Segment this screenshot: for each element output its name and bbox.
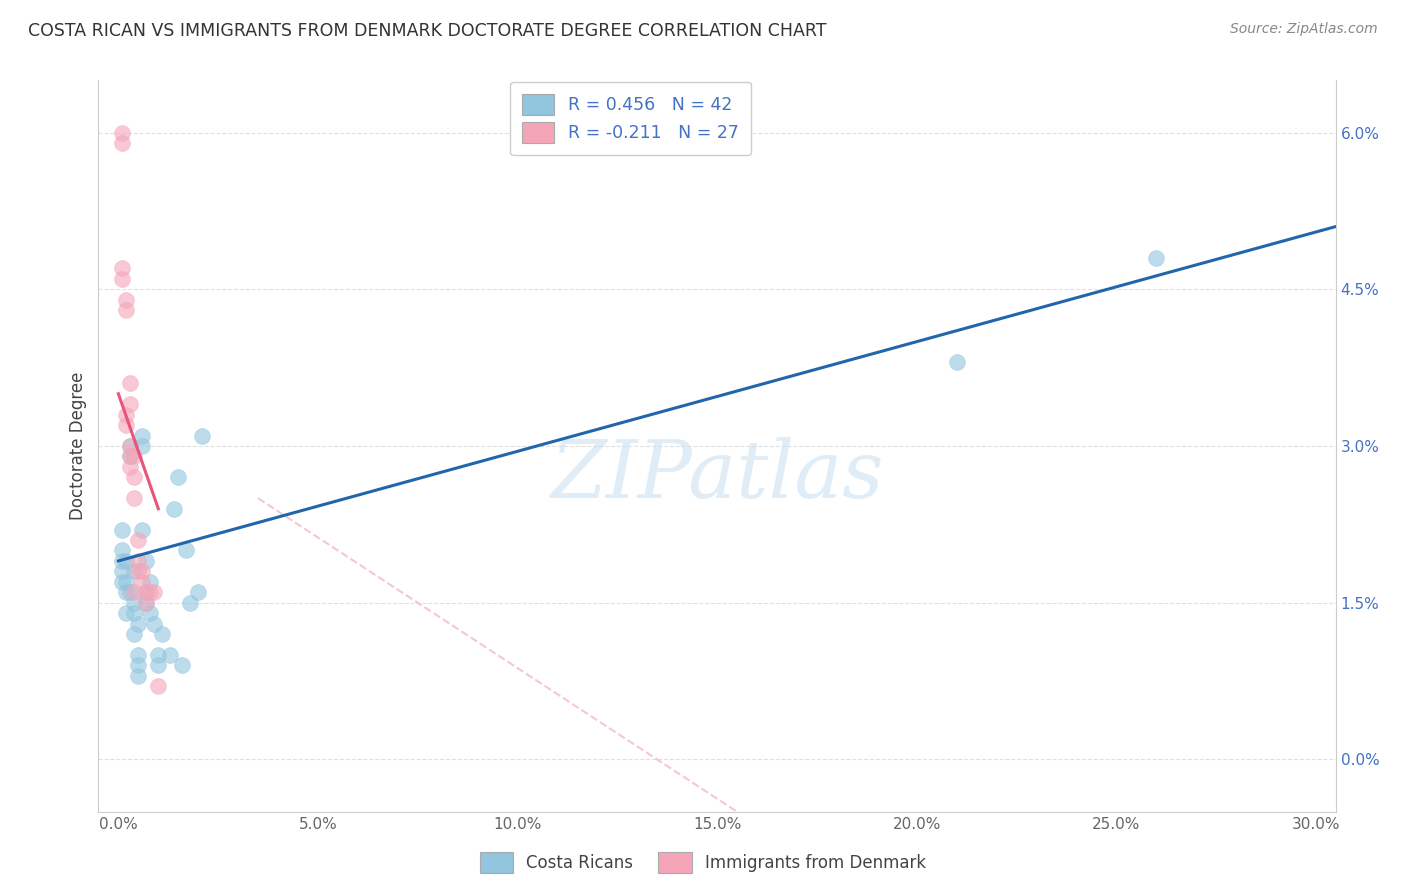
Y-axis label: Doctorate Degree: Doctorate Degree <box>69 372 87 520</box>
Point <box>174 543 197 558</box>
Point <box>148 679 170 693</box>
Point <box>111 565 134 579</box>
Point <box>135 554 157 568</box>
Point <box>127 669 149 683</box>
Point <box>159 648 181 662</box>
Point <box>115 585 138 599</box>
Point <box>111 574 134 589</box>
Point <box>120 459 142 474</box>
Point <box>124 491 146 506</box>
Point <box>945 355 967 369</box>
Text: COSTA RICAN VS IMMIGRANTS FROM DENMARK DOCTORATE DEGREE CORRELATION CHART: COSTA RICAN VS IMMIGRANTS FROM DENMARK D… <box>28 22 827 40</box>
Point <box>148 658 170 673</box>
Point <box>124 450 146 464</box>
Point <box>124 585 146 599</box>
Point <box>111 261 134 276</box>
Point <box>135 585 157 599</box>
Point <box>120 450 142 464</box>
Point <box>120 450 142 464</box>
Point <box>115 574 138 589</box>
Point <box>111 554 134 568</box>
Point <box>1144 251 1167 265</box>
Point <box>120 376 142 391</box>
Point <box>127 648 149 662</box>
Point <box>167 470 190 484</box>
Point <box>120 439 142 453</box>
Point <box>163 501 186 516</box>
Point <box>143 616 166 631</box>
Point <box>124 606 146 620</box>
Point <box>115 293 138 307</box>
Point <box>131 523 153 537</box>
Point <box>191 428 214 442</box>
Text: ZIPatlas: ZIPatlas <box>550 436 884 514</box>
Point <box>131 565 153 579</box>
Text: Source: ZipAtlas.com: Source: ZipAtlas.com <box>1230 22 1378 37</box>
Point <box>127 616 149 631</box>
Point <box>111 543 134 558</box>
Point <box>143 585 166 599</box>
Point <box>135 596 157 610</box>
Point <box>139 606 162 620</box>
Point <box>124 596 146 610</box>
Point <box>115 418 138 433</box>
Point <box>111 136 134 150</box>
Point <box>127 533 149 547</box>
Point <box>127 658 149 673</box>
Point <box>115 554 138 568</box>
Point <box>135 596 157 610</box>
Point <box>135 585 157 599</box>
Point <box>111 126 134 140</box>
Point <box>120 585 142 599</box>
Point <box>131 428 153 442</box>
Legend: Costa Ricans, Immigrants from Denmark: Costa Ricans, Immigrants from Denmark <box>472 846 934 880</box>
Point <box>131 574 153 589</box>
Point <box>111 523 134 537</box>
Point <box>115 606 138 620</box>
Point <box>172 658 194 673</box>
Point <box>150 627 173 641</box>
Point <box>187 585 209 599</box>
Point <box>124 470 146 484</box>
Point <box>131 439 153 453</box>
Point <box>148 648 170 662</box>
Point <box>120 397 142 411</box>
Point <box>124 627 146 641</box>
Point <box>115 408 138 422</box>
Legend: R = 0.456   N = 42, R = -0.211   N = 27: R = 0.456 N = 42, R = -0.211 N = 27 <box>510 82 751 155</box>
Point <box>124 565 146 579</box>
Point <box>115 303 138 318</box>
Point <box>179 596 201 610</box>
Point <box>127 565 149 579</box>
Point <box>111 272 134 286</box>
Point <box>120 439 142 453</box>
Point <box>139 585 162 599</box>
Point <box>127 554 149 568</box>
Point <box>139 574 162 589</box>
